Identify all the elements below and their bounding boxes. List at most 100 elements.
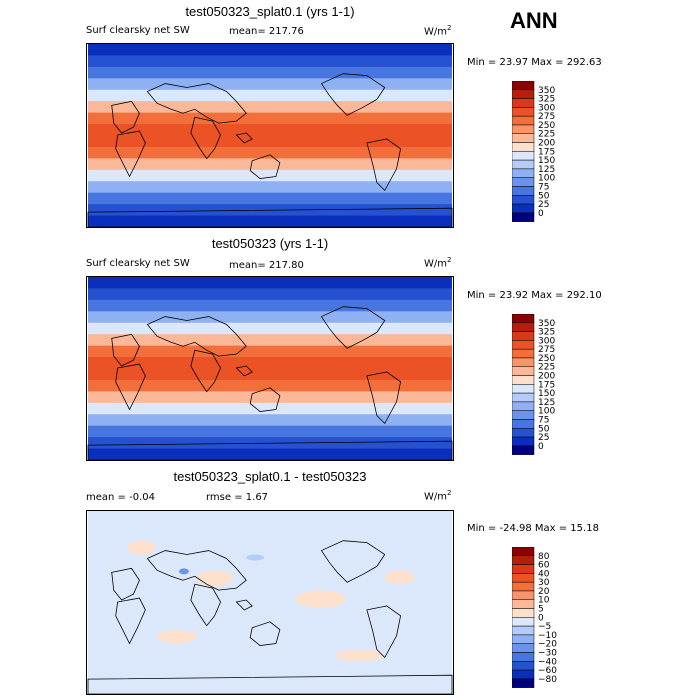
colorbar-swatch <box>512 195 535 205</box>
colorbar-swatch <box>512 357 535 367</box>
colorbar-tick-label: 25 <box>538 433 549 443</box>
colorbar-tick-label: 0 <box>538 613 544 623</box>
coastline <box>190 116 221 160</box>
panel-2-map <box>86 276 454 461</box>
panel-3-units: W/m2 <box>424 489 452 503</box>
coastline <box>320 73 386 116</box>
panel-3-background <box>87 511 453 694</box>
colorbar-swatch <box>512 124 535 134</box>
colorbar-tick-label: 150 <box>538 389 555 399</box>
zonal-band <box>87 78 453 91</box>
colorbar-tick-label: 200 <box>538 139 555 149</box>
colorbar-tick-label: −40 <box>538 657 557 667</box>
coastline <box>115 597 146 645</box>
colorbar-tick-label: 10 <box>538 596 550 606</box>
colorbar-swatch <box>512 384 535 394</box>
colorbar-swatch <box>512 168 535 178</box>
colorbar-tick-label: 100 <box>538 407 555 417</box>
anomaly-patch <box>335 649 383 662</box>
panel-1-units: W/m2 <box>424 24 452 38</box>
coastline <box>320 306 386 349</box>
colorbar-tick-label: 25 <box>538 200 549 210</box>
panel-3-map <box>86 510 454 695</box>
anomaly-patch <box>127 540 156 555</box>
colorbar-swatch <box>512 436 535 447</box>
coastline <box>366 138 402 192</box>
colorbar-swatch <box>512 669 535 680</box>
panel-2-units: W/m2 <box>424 256 452 270</box>
panel-2-variable-label: Surf clearsky net SW <box>86 258 190 269</box>
colorbar-tick-label: −20 <box>538 640 557 650</box>
panel-3-rmse: rmse = 1.67 <box>206 492 269 503</box>
colorbar-swatch <box>512 564 535 574</box>
colorbar-tick-label: 350 <box>538 86 555 96</box>
coastline <box>115 130 146 178</box>
colorbar-swatch <box>512 410 535 420</box>
colorbar-tick-label: 200 <box>538 372 555 382</box>
colorbar-swatch <box>512 81 535 91</box>
colorbar-tick-label: 5 <box>538 605 544 615</box>
zonal-band <box>87 414 453 427</box>
zonal-band <box>87 124 453 136</box>
colorbar-tick-label: 250 <box>538 121 555 131</box>
panel-2-min-max: Min = 23.92 Max = 292.10 <box>467 290 602 301</box>
coastline <box>249 387 281 412</box>
panel-3-title: test050323_splat0.1 - test050323 <box>173 469 367 484</box>
colorbar-swatch <box>512 331 535 341</box>
coastline <box>146 316 247 357</box>
coastline <box>146 83 247 124</box>
colorbar-swatch <box>512 107 535 117</box>
panel-3-anomaly-patches <box>127 540 415 662</box>
panel-1-title: test050323_splat0.1 (yrs 1-1) <box>185 4 355 19</box>
colorbar-swatch <box>512 419 535 429</box>
colorbar-tick-label: 0 <box>538 442 544 452</box>
panel-2-mean: mean= 217.80 <box>229 260 304 271</box>
zonal-band <box>87 357 453 369</box>
zonal-band <box>87 334 453 347</box>
colorbar-tick-label: −60 <box>538 666 557 676</box>
colorbar-swatch <box>512 547 535 557</box>
colorbar-swatch <box>512 401 535 411</box>
colorbar-swatch <box>512 599 535 609</box>
coastline <box>190 349 221 393</box>
zonal-band <box>87 101 453 114</box>
colorbar-tick-label: 50 <box>538 424 550 434</box>
panel-2-land <box>87 306 453 460</box>
colorbar-tick-label: 250 <box>538 354 555 364</box>
season-label: ANN <box>510 8 558 33</box>
colorbar-swatch <box>512 608 535 618</box>
zonal-band <box>87 448 453 460</box>
colorbar-swatch <box>512 177 535 187</box>
colorbar-swatch <box>512 366 535 376</box>
colorbar-tick-label: 325 <box>538 95 555 105</box>
colorbar-swatch <box>512 133 535 143</box>
panel-1-variable-label: Surf clearsky net SW <box>86 25 190 36</box>
colorbar-swatch <box>512 555 535 565</box>
coastline <box>190 583 221 627</box>
colorbar-swatch <box>512 617 535 627</box>
colorbar-swatch <box>512 661 535 671</box>
coastline <box>146 550 247 591</box>
colorbar-swatch <box>512 392 535 403</box>
zonal-band <box>87 158 453 171</box>
panel-1-map <box>86 43 454 228</box>
colorbar-tick-label: 175 <box>538 147 555 157</box>
zonal-band <box>87 288 453 301</box>
zonal-band <box>87 379 453 392</box>
colorbar-swatch <box>512 590 535 600</box>
colorbar-tick-label: 350 <box>538 319 555 329</box>
panel-1-mean: mean= 217.76 <box>229 26 304 37</box>
coastline <box>87 207 453 227</box>
zonal-band <box>87 55 453 68</box>
colorbar-tick-label: −80 <box>538 675 557 685</box>
colorbar-swatch <box>512 652 535 662</box>
colorbar-tick-label: −5 <box>538 622 551 632</box>
colorbar-tick-label: 75 <box>538 415 549 425</box>
colorbar-swatch <box>512 573 535 583</box>
colorbar-swatch <box>512 445 535 455</box>
panel-3-min-max: Min = -24.98 Max = 15.18 <box>467 523 599 534</box>
colorbar-tick-label: 60 <box>538 561 550 571</box>
anomaly-patch <box>295 590 346 608</box>
colorbar-tick-label: 20 <box>538 587 550 597</box>
